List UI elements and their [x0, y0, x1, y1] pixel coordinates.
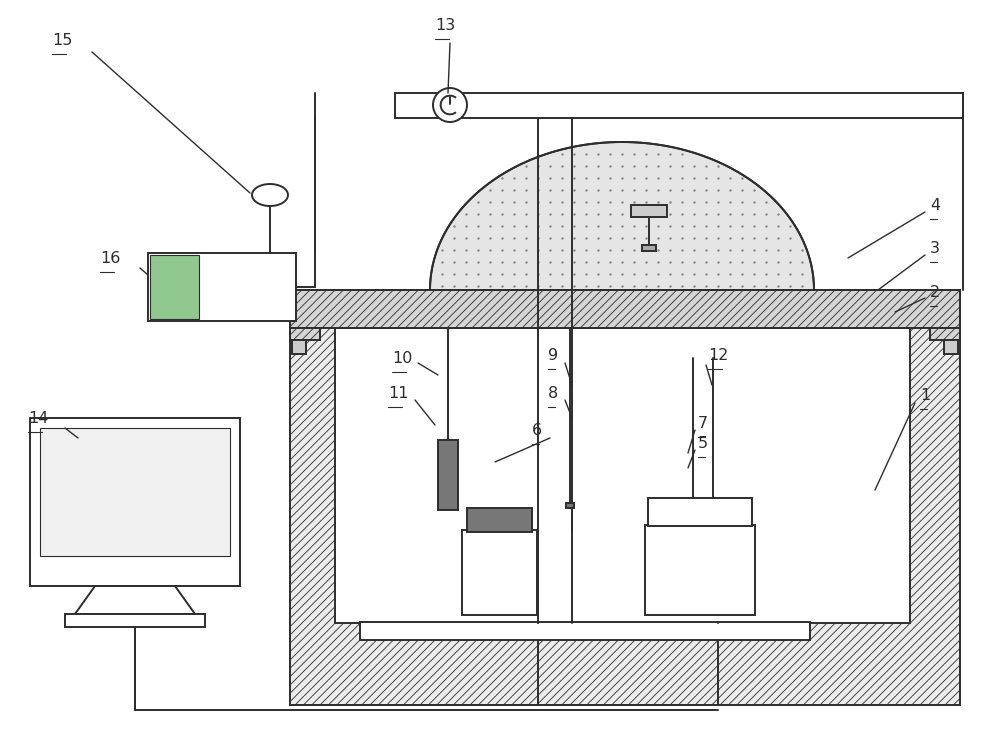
Text: 10: 10 — [392, 350, 412, 366]
Text: 1: 1 — [920, 387, 930, 402]
Bar — [642, 245, 656, 251]
Bar — [944, 340, 958, 354]
Text: 7: 7 — [698, 416, 708, 431]
Text: 14: 14 — [28, 410, 48, 425]
Bar — [148, 253, 296, 321]
Bar — [290, 328, 320, 340]
Bar — [290, 290, 960, 328]
Circle shape — [433, 88, 467, 122]
Bar — [292, 340, 306, 354]
Text: 16: 16 — [100, 250, 120, 265]
Text: 6: 6 — [532, 422, 542, 437]
Bar — [631, 205, 667, 217]
Bar — [65, 614, 205, 627]
Text: 5: 5 — [698, 436, 708, 451]
Bar — [462, 530, 537, 615]
Ellipse shape — [252, 184, 288, 206]
Text: 4: 4 — [930, 197, 940, 212]
Bar — [566, 503, 574, 508]
Bar — [395, 93, 963, 118]
Bar — [930, 328, 960, 340]
Polygon shape — [75, 586, 195, 614]
Bar — [645, 525, 755, 615]
Text: 8: 8 — [548, 385, 558, 401]
Bar — [335, 328, 910, 623]
Text: 9: 9 — [548, 347, 558, 363]
Bar — [150, 255, 199, 319]
Bar — [648, 498, 752, 526]
Bar — [438, 440, 458, 510]
Polygon shape — [430, 142, 814, 290]
Bar — [360, 622, 810, 640]
Text: 11: 11 — [388, 385, 409, 401]
Text: 2: 2 — [930, 285, 940, 299]
Text: 13: 13 — [435, 17, 455, 33]
Text: 12: 12 — [708, 347, 728, 363]
Bar — [290, 290, 960, 705]
Text: 3: 3 — [930, 241, 940, 256]
Bar — [467, 508, 532, 532]
Text: 15: 15 — [52, 33, 72, 48]
Bar — [40, 428, 230, 556]
Bar — [30, 418, 240, 586]
